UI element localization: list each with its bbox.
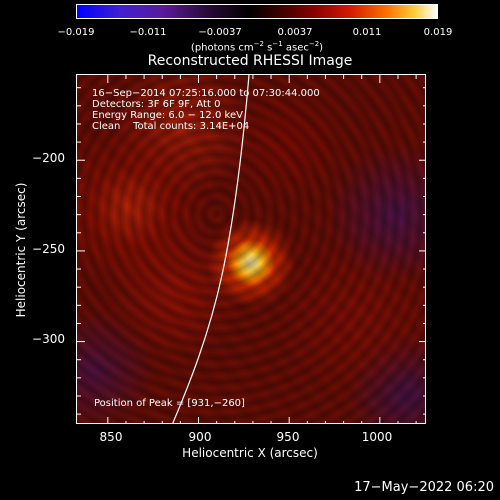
colorbar-tick: −0.019 [57, 27, 95, 38]
info-detectors: Detectors: 3F 6F 9F, Att 0 [92, 99, 221, 110]
colorbar-tick: 0.019 [423, 27, 453, 38]
image-texture [77, 75, 425, 423]
x-axis-label: Heliocentric X (arcsec) [182, 446, 318, 460]
colorbar-tick: −0.011 [129, 27, 167, 38]
rhessi-image [76, 74, 426, 424]
y-axis-label: Heliocentric Y (arcsec) [14, 182, 28, 318]
info-energy-range: Energy Range: 6.0 − 12.0 keV [92, 110, 243, 121]
peak-position-label: Position of Peak = [931,−260] [94, 398, 245, 409]
x-tick-label: 850 [99, 430, 123, 444]
colorbar-tick: 0.011 [352, 27, 382, 38]
y-tick-label: −250 [32, 242, 65, 256]
colorbar-tick: 0.0037 [277, 27, 313, 38]
x-tick-label: 1000 [361, 430, 393, 444]
plot-title: Reconstructed RHESSI Image [147, 53, 353, 69]
plot-overlay [77, 75, 425, 423]
colorbar-unit: (photons cm−2 s−1 asec−2) [190, 40, 324, 54]
colorbar-tick: −0.0037 [198, 27, 242, 38]
info-time-range: 16−Sep−2014 07:25:16.000 to 07:30:44.000 [92, 88, 320, 99]
x-tick-label: 950 [276, 430, 300, 444]
y-tick-marks [77, 87, 425, 415]
colorbar [76, 4, 438, 19]
y-tick-label: −200 [32, 151, 65, 165]
info-clean-counts: Clean Total counts: 3.14E+04 [92, 121, 250, 132]
y-tick-label: −300 [32, 332, 65, 346]
x-tick-marks [107, 75, 417, 423]
x-tick-label: 900 [188, 430, 212, 444]
footer-timestamp: 17−May−2022 06:20 [354, 480, 494, 495]
solar-limb-line [172, 75, 250, 423]
